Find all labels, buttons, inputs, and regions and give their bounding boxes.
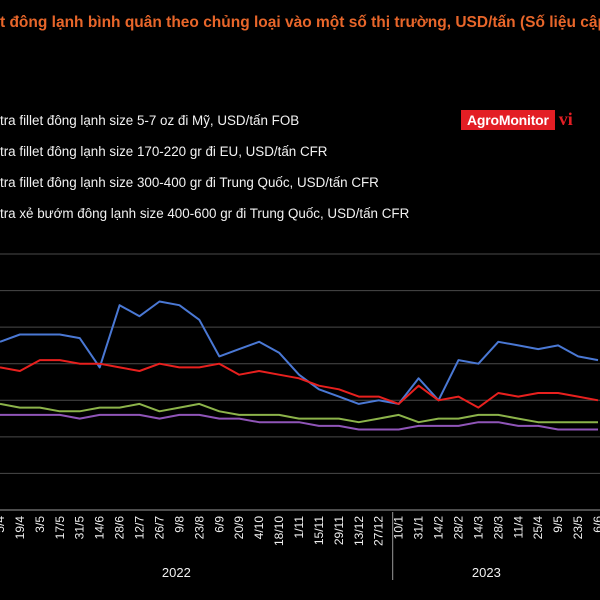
x-tick-label: 11/4 (511, 516, 525, 539)
x-tick-label: 23/5 (571, 516, 585, 540)
x-tick-label: 9/8 (172, 516, 186, 533)
brand-logo: AgroMonitor vi (461, 109, 573, 130)
x-tick-label: 14/2 (432, 516, 446, 540)
x-tick-label: 14/3 (471, 516, 485, 540)
series-line-0 (0, 300, 599, 405)
brand-logo-box: AgroMonitor (461, 109, 555, 130)
x-tick-label: 23/8 (192, 516, 206, 540)
x-tick-label: 28/6 (113, 516, 127, 540)
x-tick-label: 5/4 (0, 516, 7, 533)
x-tick-label: 6/6 (591, 516, 600, 533)
legend-item-eu-cfr: tra fillet đông lạnh size 170-220 gr đi … (0, 144, 328, 159)
x-tick-label: 15/11 (312, 516, 326, 545)
x-tick-label: 29/11 (332, 516, 346, 545)
x-tick-label: 3/5 (33, 516, 47, 533)
x-tick-label: 28/2 (452, 516, 466, 540)
x-tick-label: 1/11 (292, 516, 306, 539)
x-tick-label: 12/7 (133, 516, 147, 540)
brand-logo-tail: vi (558, 109, 573, 129)
x-tick-label: 10/1 (392, 516, 406, 540)
x-tick-label: 6/9 (212, 516, 226, 533)
x-tick-label: 14/6 (93, 516, 107, 540)
legend-item-china-butterfly: tra xẻ bướm đông lạnh size 400-600 gr đi… (0, 206, 410, 221)
legend-item-china-300-400: tra fillet đông lạnh size 300-400 gr đi … (0, 175, 379, 190)
x-tick-label: 4/10 (252, 516, 266, 540)
x-tick-label: 18/10 (272, 516, 286, 546)
x-tick-label: 26/7 (153, 516, 167, 540)
series-line-1 (0, 359, 599, 409)
x-tick-label: 9/5 (551, 516, 565, 533)
x-tick-label: 19/4 (13, 516, 27, 540)
x-tick-label: 20/9 (232, 516, 246, 540)
chart-title: t đông lạnh bình quân theo chủng loại và… (0, 14, 600, 31)
x-tick-label: 13/12 (352, 516, 366, 546)
x-tick-label: 28/3 (491, 516, 505, 540)
series-line-3 (0, 413, 598, 431)
year-label: 2022 (162, 565, 191, 580)
x-tick-label: 31/5 (73, 516, 87, 540)
x-tick-label: 17/5 (53, 516, 67, 540)
legend: tra fillet đông lạnh size 5-7 oz đi Mỹ, … (0, 110, 460, 234)
x-tick-label: 27/12 (372, 516, 386, 546)
x-tick-label: 31/1 (412, 516, 426, 540)
legend-item-us-fob: tra fillet đông lạnh size 5-7 oz đi Mỹ, … (0, 113, 300, 128)
year-label: 2023 (472, 565, 501, 580)
x-tick-label: 25/4 (531, 516, 545, 540)
series-line-2 (0, 402, 598, 424)
